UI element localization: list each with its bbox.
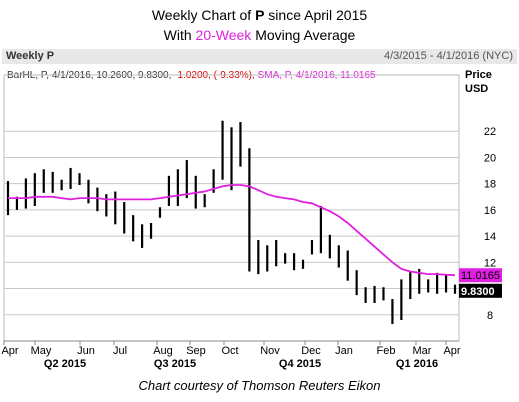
y-tick-label: 20	[484, 152, 496, 164]
x-month-label: Feb	[377, 345, 396, 357]
x-month-label: Sep	[186, 345, 206, 357]
price-last-tag	[459, 283, 502, 298]
x-month-label: Dec	[301, 345, 321, 357]
x-month-label: Jan	[335, 345, 353, 357]
x-month-label: Apr	[1, 345, 18, 357]
x-month-label: Jun	[77, 345, 95, 357]
y-tick-label: 22	[484, 126, 496, 138]
chart-title-line2: With 20-Week Moving Average	[0, 27, 519, 43]
x-month-label: May	[31, 345, 52, 357]
price-chart[interactable]: 810121416182022PriceUSDAprMayJunJulAugSe…	[0, 49, 519, 372]
x-month-label: Mar	[413, 345, 432, 357]
y-axis-unit: USD	[465, 83, 488, 95]
x-quarter-label: Q1 2016	[396, 358, 438, 370]
subtitle-highlight: 20-Week	[195, 27, 252, 43]
x-quarter-label: Q4 2015	[279, 358, 321, 370]
x-month-label: Nov	[260, 345, 280, 357]
y-tick-label: 8	[487, 310, 493, 322]
y-tick-label: 16	[484, 205, 496, 217]
sma-last-label: 11.0165	[461, 270, 500, 282]
x-quarter-label: Q2 2015	[44, 358, 86, 370]
chart-credit: Chart courtesy of Thomson Reuters Eikon	[138, 378, 381, 393]
price-last-label: 9.8300	[461, 286, 495, 298]
plot-frame	[3, 74, 460, 342]
chart-title-line1: Weekly Chart of P since April 2015	[0, 7, 519, 23]
x-month-label: Oct	[221, 345, 238, 357]
subtitle-prefix: With	[163, 27, 196, 43]
panel-date-range: 4/3/2015 - 4/1/2016 (NYC)	[383, 50, 513, 62]
panel-header: Weekly P 4/3/2015 - 4/1/2016 (NYC)	[2, 49, 517, 64]
y-axis-title: Price	[465, 69, 492, 81]
x-month-label: Jul	[113, 345, 127, 357]
y-tick-label: 18	[484, 179, 496, 191]
x-quarter-label: Q3 2015	[154, 358, 196, 370]
x-month-label: Aug	[153, 345, 173, 357]
sma-line	[8, 184, 456, 277]
x-month-label: Apr	[443, 345, 460, 357]
subtitle-suffix: Moving Average	[251, 27, 356, 43]
chart-panel[interactable]: Weekly P 4/3/2015 - 4/1/2016 (NYC) BarHL…	[0, 49, 519, 372]
title-prefix: Weekly Chart of	[151, 7, 256, 23]
title-suffix: since April 2015	[264, 7, 368, 23]
sma-last-tag	[459, 268, 502, 283]
title-symbol: P	[255, 7, 265, 23]
panel-title: Weekly P	[6, 50, 55, 62]
y-tick-label: 12	[484, 257, 496, 269]
y-tick-label: 14	[484, 231, 496, 243]
